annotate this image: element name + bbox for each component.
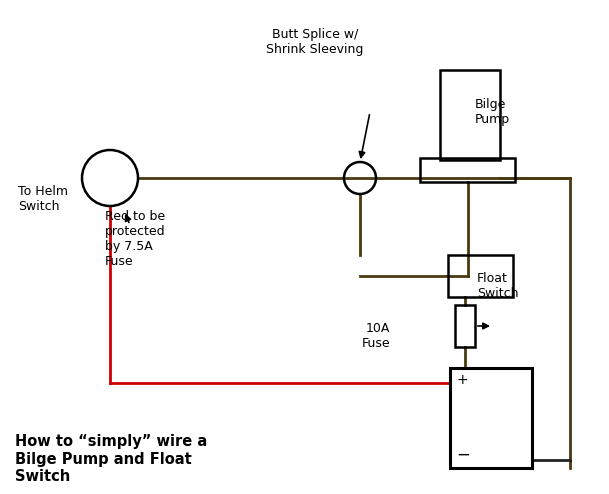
Text: Bilge
Pump: Bilge Pump	[475, 98, 510, 126]
Text: +: +	[456, 373, 468, 387]
Bar	[440, 70, 500, 160]
Bar	[450, 368, 532, 468]
Bar	[455, 305, 475, 347]
Text: 10A
Fuse: 10A Fuse	[361, 322, 390, 350]
Text: To Helm
Switch: To Helm Switch	[18, 185, 68, 213]
Text: Red to be
protected
by 7.5A
Fuse: Red to be protected by 7.5A Fuse	[105, 210, 166, 268]
Text: −: −	[456, 446, 470, 464]
Text: Butt Splice w/
Shrink Sleeving: Butt Splice w/ Shrink Sleeving	[266, 28, 364, 56]
Text: Float
Switch: Float Switch	[477, 272, 518, 300]
Text: How to “simply” wire a
Bilge Pump and Float
Switch: How to “simply” wire a Bilge Pump and Fl…	[15, 434, 207, 484]
Bar	[448, 255, 513, 297]
Bar	[420, 158, 515, 182]
